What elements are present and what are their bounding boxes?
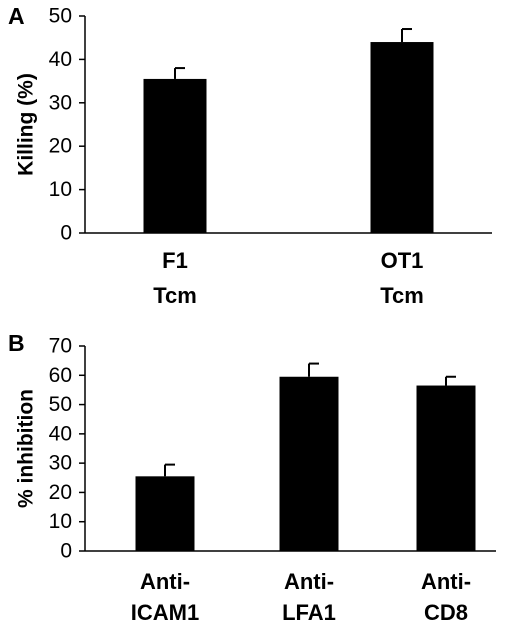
y-tick-label: 20 xyxy=(49,135,72,158)
y-tick-label: 10 xyxy=(49,178,72,201)
bar xyxy=(143,78,207,234)
x-tick-label: OT1 xyxy=(381,248,424,273)
y-tick-label: 70 xyxy=(49,335,72,358)
x-tick-label: Tcm xyxy=(380,283,424,308)
bar xyxy=(135,476,195,551)
bar xyxy=(370,42,434,233)
panel-label: A xyxy=(8,3,25,29)
panel-b: B % inhibition 0 10 20 30 40 50 60 70 Anti- ICAM1 An… xyxy=(8,330,496,625)
panel-label: B xyxy=(8,330,25,356)
x-tick-label: ICAM1 xyxy=(131,600,199,625)
y-axis-label: % inhibition xyxy=(15,389,38,508)
bar xyxy=(279,376,339,551)
y-tick-label: 40 xyxy=(49,48,72,71)
y-tick-label: 50 xyxy=(49,393,72,416)
x-tick-label: CD8 xyxy=(424,600,468,625)
y-tick-label: 0 xyxy=(60,540,72,563)
y-tick-label: 10 xyxy=(49,510,72,533)
y-tick-label: 40 xyxy=(49,422,72,445)
y-tick-label: 0 xyxy=(60,222,72,245)
y-tick-label: 50 xyxy=(49,5,72,28)
x-tick-label: F1 xyxy=(162,248,188,273)
x-tick-label: Tcm xyxy=(153,283,197,308)
y-tick-label: 20 xyxy=(49,481,72,504)
y-tick-label: 30 xyxy=(49,452,72,475)
x-tick-label: Anti- xyxy=(284,569,334,594)
x-tick-label: Anti- xyxy=(421,569,471,594)
x-tick-label: LFA1 xyxy=(282,600,336,625)
bar xyxy=(416,385,476,551)
y-axis-label: Killing (%) xyxy=(15,73,38,176)
y-tick-label: 60 xyxy=(49,364,72,387)
x-tick-label: Anti- xyxy=(140,569,190,594)
panel-a: A Killing (%) 0 10 20 30 40 50 F1 Tcm OT1 Tcm xyxy=(8,3,492,308)
y-tick-label: 30 xyxy=(49,91,72,114)
